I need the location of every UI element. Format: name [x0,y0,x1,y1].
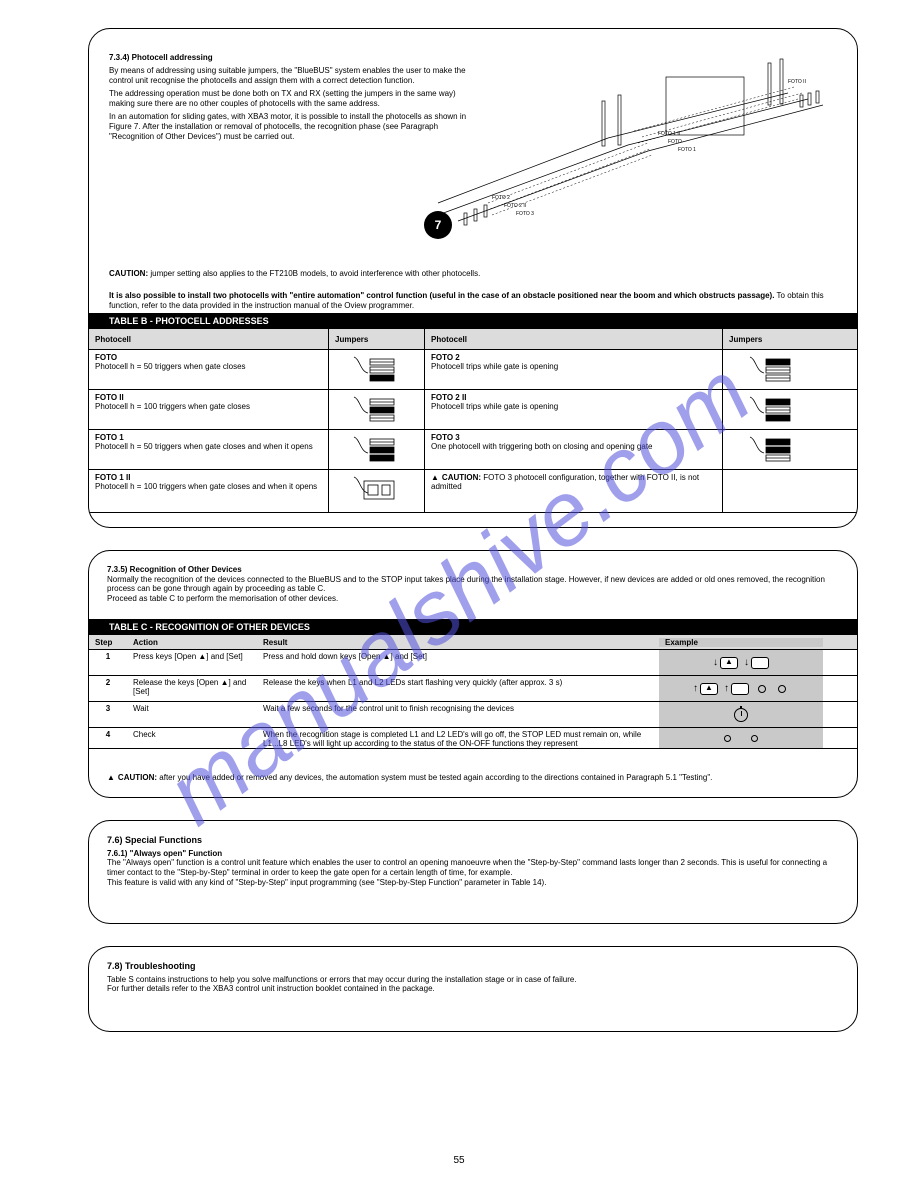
panel-c-title: 7.6) Special Functions [107,835,839,846]
jumper-icon [350,473,404,507]
jumper-icon [350,393,404,427]
panel-a-note: It is also possible to install two photo… [109,291,837,311]
table-row: 1 Press keys [Open ▲] and [Set] Press an… [89,649,857,675]
panel-c-body: 7.6) Special Functions 7.6.1) "Always op… [107,835,839,887]
tc-icon-cell [659,702,823,727]
panel-photocell-addressing: 7.3.4) Photocell addressing By means of … [88,28,858,528]
jumper-icon [746,393,800,427]
table-row: FOTO IIPhotocell h = 100 triggers when g… [89,389,857,429]
svg-text:FOTO 1 II: FOTO 1 II [658,131,680,137]
panel-b-p1: Normally the recognition of the devices … [107,575,839,594]
stopwatch-icon [734,708,748,722]
svg-text:FOTO: FOTO [668,139,682,145]
set-keycap-icon [731,683,749,695]
arrow-down-icon [713,657,718,668]
panel-d-title: 7.8) Troubleshooting [107,961,839,972]
panel-b-text: 7.3.5) Recognition of Other Devices Norm… [107,565,839,603]
table-row: FOTO 1 IIPhotocell h = 100 triggers when… [89,469,857,513]
open-keycap-icon: ▲ [720,657,738,669]
led-off-icon [724,735,731,742]
svg-text:FOTO 1: FOTO 1 [678,147,696,153]
figure-number-badge: 7 [424,211,452,239]
tc-icon-cell: ▲ [659,650,823,675]
table-row: 2 Release the keys [Open ▲] and [Set] Re… [89,675,857,701]
arrow-down-icon [744,657,749,668]
arrow-up-icon [724,683,729,694]
table-c-title: TABLE C - RECOGNITION OF OTHER DEVICES [89,619,857,635]
page-number: 55 [453,1155,464,1166]
driveway-diagram: FOTO 2 FOTO 2 II FOTO 3 FOTO 1 II FOTO F… [428,43,833,233]
open-keycap-icon: ▲ [700,683,718,695]
panel-d-body: 7.8) Troubleshooting Table S contains in… [107,961,839,994]
svg-text:FOTO 2: FOTO 2 [492,195,510,201]
flash-icon [775,682,789,696]
set-keycap-icon [751,657,769,669]
tc-icon-cell: ▲ [659,676,823,701]
panel-a-caution: CAUTION: jumper setting also applies to … [109,269,837,279]
tb-hdr-photocell-a: Photocell [89,329,329,349]
table-c: Step Action Result Example 1 Press keys … [89,635,857,749]
tb-hdr-jumpers-a: Jumpers [329,329,425,349]
table-b: Photocell Jumpers Photocell Jumpers FOTO… [89,329,857,513]
panel-recognition: 7.3.5) Recognition of Other Devices Norm… [88,550,858,798]
panel-a-p3: In an automation for sliding gates, with… [109,112,469,142]
table-row: FOTOPhotocell h = 50 triggers when gate … [89,349,857,389]
table-b-header-row: Photocell Jumpers Photocell Jumpers [89,329,857,349]
table-b-title: TABLE B - PHOTOCELL ADDRESSES [89,313,857,329]
tb-hdr-photocell-b: Photocell [425,329,723,349]
panel-special-functions: 7.6) Special Functions 7.6.1) "Always op… [88,820,858,924]
tb-hdr-jumpers-b: Jumpers [723,329,823,349]
panel-a-intro: 7.3.4) Photocell addressing By means of … [109,53,469,145]
table-row: 3 Wait Wait a few seconds for the contro… [89,701,857,727]
jumper-icon [746,353,800,387]
panel-a-p1: By means of addressing using suitable ju… [109,66,469,86]
panel-a-p2: The addressing operation must be done bo… [109,89,469,109]
led-off-icon [751,735,758,742]
tc-icon-cell [659,728,823,748]
table-row: FOTO 1Photocell h = 50 triggers when gat… [89,429,857,469]
panel-b-caution: ▲CAUTION: after you have added or remove… [107,773,807,783]
jumper-icon [350,433,404,467]
flash-icon [755,682,769,696]
table-row: 4 Check When the recognition stage is co… [89,727,857,749]
tb-row4-warning: ▲CAUTION: FOTO 3 photocell configuration… [425,470,723,512]
svg-text:FOTO II: FOTO II [788,79,806,85]
panel-troubleshooting: 7.8) Troubleshooting Table S contains in… [88,946,858,1032]
arrow-up-icon [693,683,698,694]
svg-text:FOTO 2 II: FOTO 2 II [504,203,526,209]
jumper-icon [746,433,800,467]
panel-b-p2: Proceed as table C to perform the memori… [107,594,839,604]
panel-a-title: 7.3.4) Photocell addressing [109,53,213,62]
table-c-header-row: Step Action Result Example [89,635,857,649]
jumper-icon [350,353,404,387]
svg-text:FOTO 3: FOTO 3 [516,211,534,217]
panel-b-title: 7.3.5) Recognition of Other Devices [107,565,242,574]
